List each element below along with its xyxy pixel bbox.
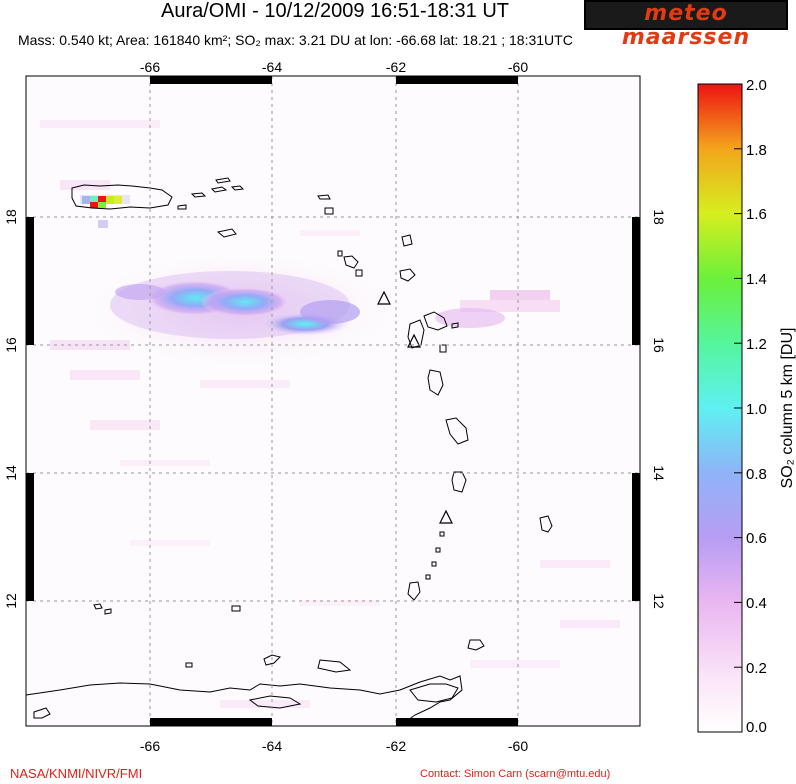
lon-tick-labels-bottom: -66 -64 -62 -60 [140,738,528,754]
lon-tick-bottom: -62 [386,738,406,754]
lat-tick-right: 14 [651,465,667,481]
colorbar-tick-label: 2.0 [746,77,767,94]
faint-so2-streaks [40,120,620,708]
colorbar-tick-label: 1.6 [746,206,767,223]
lon-tick-bottom: -60 [508,738,528,754]
volcano-marker-soufriere-hills [377,290,391,305]
stats-subtitle: Mass: 0.540 kt; Area: 161840 km²; SO₂ ma… [18,32,573,48]
colorbar-tick-label: 1.8 [746,142,767,159]
map-frame [25,75,641,727]
volcano-marker-la-soufriere [407,333,421,348]
colorbar-tick-label: 0.0 [746,719,767,736]
colorbar-tick-label: 0.8 [746,466,767,483]
lat-tick-left: 12 [3,593,19,609]
lon-tick-top: -66 [140,59,160,75]
colorbar: 2.0 1.8 1.6 1.4 1.2 1.0 0.8 0.6 0.4 0.2 … [697,77,796,736]
footer-credit: NASA/KNMI/NIVR/FMI [10,766,143,781]
so2-plume [90,255,505,365]
puerto-rico-hotspot [80,195,130,228]
lat-tick-left: 14 [3,465,19,481]
colorbar-tick-label: 0.2 [746,660,767,677]
coastlines [25,177,553,727]
lat-tick-right: 16 [651,337,667,353]
lat-tick-right: 12 [651,593,667,609]
colorbar-tick-label: 0.6 [746,530,767,547]
lat-tick-left: 16 [3,337,19,353]
page-title: Aura/OMI - 10/12/2009 16:51-18:31 UT [161,0,509,22]
colorbar-tick-label: 1.2 [746,336,767,353]
colorbar-tick-label: 0.4 [746,595,767,612]
lat-tick-right: 18 [651,209,667,225]
lat-tick-labels-right: 18 16 14 12 [651,209,667,609]
colorbar-tick-label: 1.0 [746,401,767,418]
lon-tick-top: -60 [508,59,528,75]
volcano-markers [377,290,453,524]
colorbar-tick-label: 1.4 [746,271,767,288]
lat-tick-labels-left: 18 16 14 12 [3,209,19,609]
footer-contact: Contact: Simon Carn (scarn@mtu.edu) [420,768,611,780]
meteo-maarssen-logo: meteo maarssen [584,0,788,50]
gridlines [26,76,640,726]
volcano-marker-soufriere-st-vincent [439,509,453,524]
colorbar-tick-marks [734,83,742,733]
frame-scale-bars [26,76,640,726]
lat-tick-left: 18 [3,209,19,225]
lon-tick-top: -64 [262,59,282,75]
lon-tick-labels-top: -66 -64 -62 -60 [140,59,528,75]
lon-tick-bottom: -66 [140,738,160,754]
lon-tick-top: -62 [386,59,406,75]
colorbar-label: SO₂ column 5 km [DU] [779,328,796,489]
lon-tick-bottom: -64 [262,738,282,754]
